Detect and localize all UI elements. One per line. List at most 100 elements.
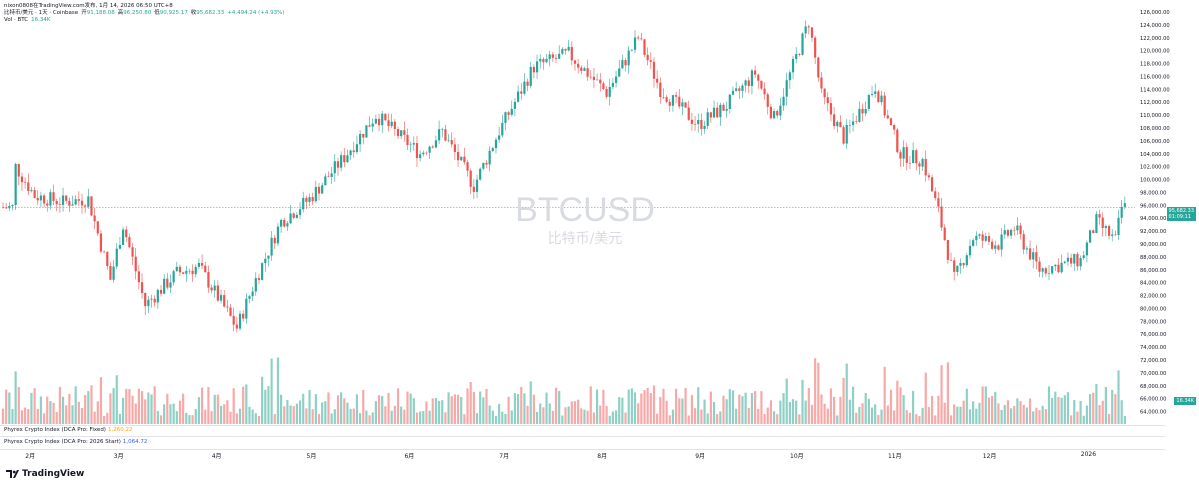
candle-body [156, 289, 159, 303]
candle-body [491, 148, 494, 151]
volume-bar [972, 401, 975, 424]
candle-body [858, 108, 861, 122]
volume-bar [74, 386, 77, 424]
candle-body [403, 130, 406, 135]
volume-bar [826, 408, 829, 424]
volume-bar [96, 401, 99, 424]
candle-body [513, 101, 517, 109]
candle-body [1016, 225, 1019, 231]
volume-bar [150, 394, 153, 424]
candle-body [210, 287, 213, 291]
candle-body [42, 195, 46, 204]
symbol-title[interactable]: 比特币/美元 · 1天 · Coinbase [4, 10, 79, 16]
candle-body [283, 219, 286, 227]
volume-bar [621, 397, 624, 424]
volume-bar [491, 410, 494, 424]
volume-bar [516, 394, 520, 424]
y-tick-label: 102,000.00 [1140, 165, 1170, 171]
candle-body [175, 266, 178, 272]
candle-body [11, 204, 14, 206]
candle-body [943, 227, 946, 241]
pane-divider[interactable] [0, 449, 1165, 450]
volume-bar [406, 391, 409, 424]
volume-bar [118, 413, 122, 424]
candle-body [877, 91, 880, 103]
volume-bar [602, 389, 605, 424]
volume-label: Vol · BTC [4, 17, 29, 23]
volume-bar [46, 396, 49, 424]
candle-body [298, 209, 302, 215]
volume-bar [466, 388, 469, 424]
volume-bar [77, 401, 80, 424]
volume-bar [526, 405, 529, 424]
volume-bar [1035, 407, 1038, 424]
candle-body [981, 234, 984, 241]
volume-bar [738, 394, 741, 424]
volume-bar [912, 390, 915, 424]
candle-body [219, 295, 223, 301]
volume-bar [782, 393, 785, 424]
volume-bar [498, 403, 501, 424]
indicator-dca-2026[interactable]: Phyrex Crypto Index (DCA Pro: 2026 Start… [4, 439, 147, 445]
volume-bar [766, 407, 769, 424]
candle-body [953, 260, 956, 272]
high-label: 高 [117, 10, 124, 16]
candle-body [327, 176, 330, 177]
volume-bar [633, 392, 637, 424]
volume-bar [968, 409, 972, 424]
volume-bar [823, 403, 826, 424]
candle-body [425, 152, 428, 154]
tradingview-logo[interactable]: TradingView [6, 469, 84, 479]
candle-body [1117, 217, 1120, 235]
volume-bar [678, 398, 681, 424]
candle-body [823, 88, 826, 98]
volume-bar [200, 387, 204, 424]
candle-body [1114, 234, 1117, 236]
candle-body [697, 119, 700, 125]
volume-bar [1019, 401, 1022, 424]
candle-body [940, 206, 943, 228]
candle-body [1006, 230, 1010, 236]
volume-bar [1044, 409, 1047, 424]
y-tick-label: 104,000.00 [1140, 152, 1170, 158]
high-value: 96,250.80 [123, 10, 152, 16]
volume-bar [687, 415, 690, 424]
volume-bar [637, 403, 640, 424]
candle-body [820, 77, 823, 89]
volume-bar [1047, 386, 1051, 424]
volume-bar [760, 391, 763, 424]
volume-bar [103, 415, 106, 424]
volume-bar [836, 415, 839, 424]
candle-body [494, 139, 498, 149]
candle-body [722, 104, 725, 111]
candle-body [444, 129, 447, 141]
x-tick-label: 6月 [404, 453, 415, 460]
candle-body [362, 133, 365, 138]
candle-body [267, 255, 270, 259]
pane-divider[interactable] [0, 425, 1165, 426]
candle-body [121, 229, 125, 245]
volume-bar [232, 388, 235, 424]
volume-bar [292, 406, 295, 424]
candle-body [336, 161, 340, 168]
candle-body [1085, 242, 1089, 256]
volume-bar [80, 408, 84, 424]
volume-bar [381, 396, 384, 424]
volume-bar [532, 394, 535, 424]
volume-bar [308, 390, 311, 424]
candle-body [630, 49, 633, 51]
volume-bar [17, 386, 20, 424]
candle-body [330, 173, 333, 177]
candle-body [1104, 225, 1107, 228]
candle-body [523, 81, 526, 94]
indicator-dca-fixed[interactable]: Phyrex Crypto Index (DCA Pro: Fixed) 1,26… [4, 427, 132, 433]
candle-body [744, 80, 747, 86]
candle-body [510, 108, 513, 115]
candle-body [956, 265, 959, 272]
pane-divider[interactable] [0, 436, 1165, 437]
volume-bar [415, 412, 419, 424]
candle-body [712, 107, 716, 118]
candle-body [833, 114, 836, 127]
candle-body [68, 200, 71, 206]
